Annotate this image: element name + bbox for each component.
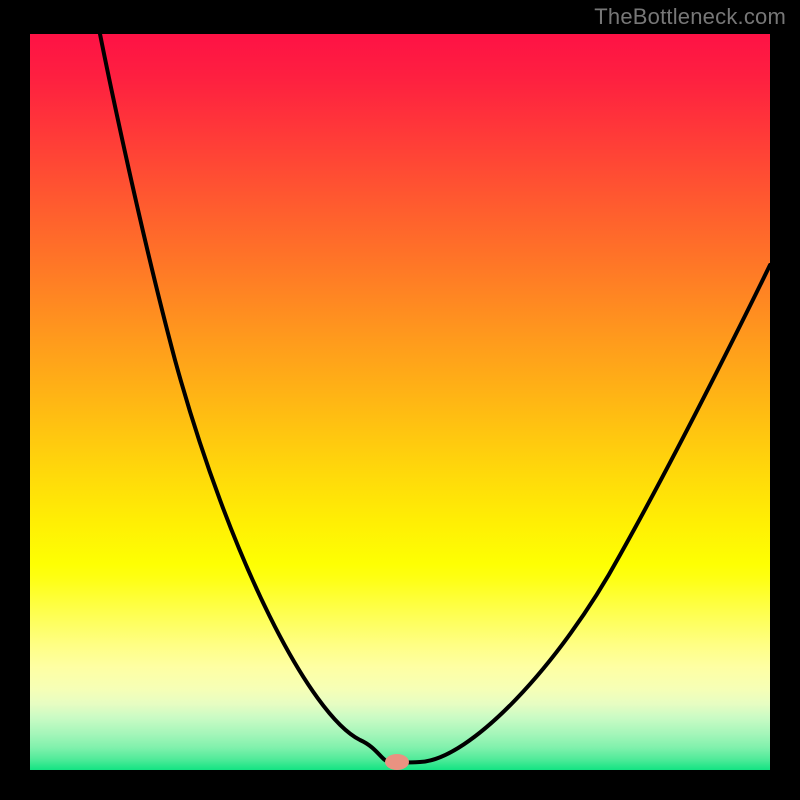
plot-background bbox=[30, 34, 770, 770]
watermark-text: TheBottleneck.com bbox=[594, 4, 786, 30]
min-marker bbox=[385, 754, 409, 770]
bottleneck-chart bbox=[0, 0, 800, 800]
chart-container: { "watermark": "TheBottleneck.com", "cha… bbox=[0, 0, 800, 800]
